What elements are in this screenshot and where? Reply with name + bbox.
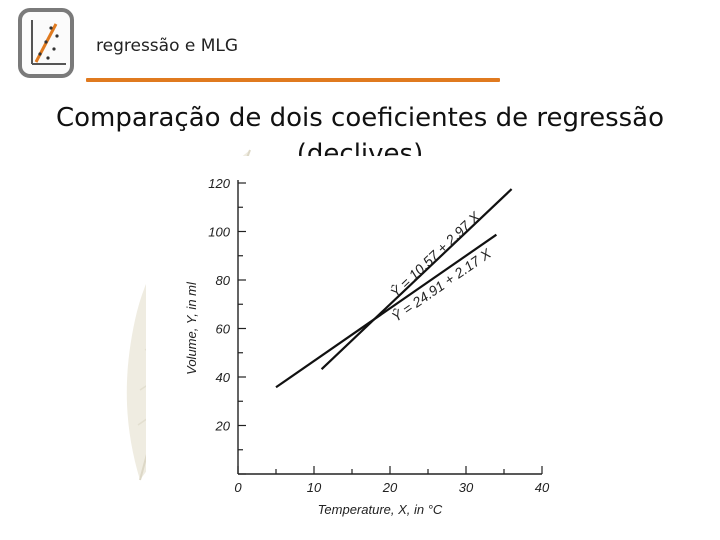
x-tick-label: 30 [459,480,474,495]
y-tick-label: 100 [208,225,230,240]
x-tick-label: 40 [535,480,550,495]
x-axis-title: Temperature, X, in °C [318,502,443,517]
regression-line-2 [275,233,498,389]
y-tick-label: 120 [208,176,230,191]
x-tick-label: 10 [307,480,322,495]
logo [18,8,74,78]
header-title: regressão e MLG [96,36,239,56]
y-tick-label: 20 [215,419,231,434]
scatter-plot-icon [31,20,66,65]
y-axis-title: Volume, Y, in ml [184,281,199,375]
y-tick-label: 80 [216,273,231,288]
slide-title-line1: Comparação de dois coeficientes de regre… [55,103,665,133]
chart-svg: 20 40 60 80 100 120 0 10 20 30 40 Temperature, X, i… [184,176,550,517]
header-divider [86,78,500,82]
y-tick-label: 40 [216,370,231,385]
regression-line-1 [320,188,513,370]
x-tick-label: 0 [234,480,242,495]
regression-chart: 20 40 60 80 100 120 0 10 20 30 40 Temperature, X, i… [146,156,570,526]
x-tick-label: 20 [382,480,398,495]
y-tick-label: 60 [216,322,231,337]
